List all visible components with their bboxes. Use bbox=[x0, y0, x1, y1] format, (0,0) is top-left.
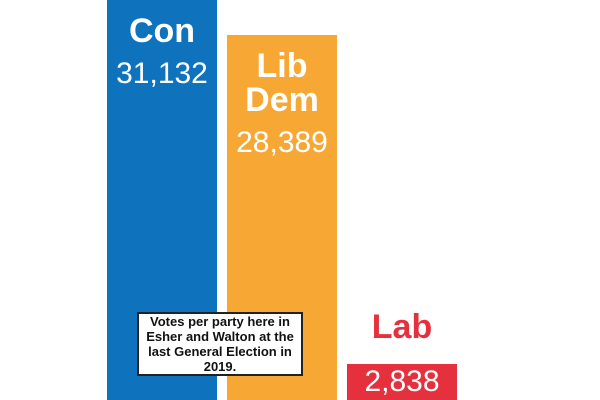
category-label: Lab bbox=[371, 307, 433, 346]
bar: 2,838 bbox=[347, 363, 457, 400]
bar-label-group: Con 31,132 bbox=[107, 14, 217, 94]
annotation: Votes per party here in Esher and Walton… bbox=[137, 312, 303, 376]
bar-label-group: Lib Dem 28,389 bbox=[227, 49, 337, 163]
category-label: Lib Dem bbox=[245, 47, 319, 120]
value-label: 31,132 bbox=[116, 57, 208, 90]
category-label: Con bbox=[128, 12, 196, 50]
value-label: 2,838 bbox=[364, 364, 440, 398]
value-label: 28,389 bbox=[236, 126, 328, 160]
